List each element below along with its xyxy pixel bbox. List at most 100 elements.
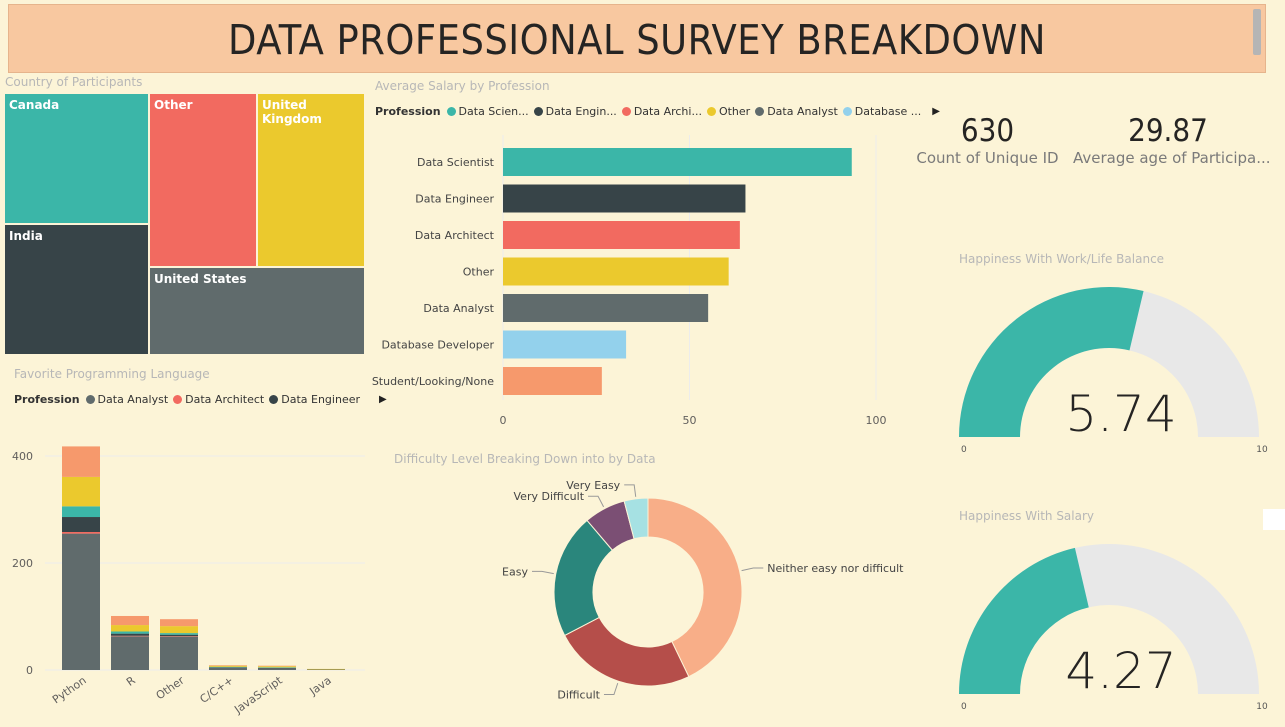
category-label: Database Developer <box>381 339 494 352</box>
legend-item[interactable]: Data Engineer <box>269 393 360 406</box>
treemap-cell-other[interactable]: Other <box>149 93 257 267</box>
salary-legend: Profession Data Scien... Data Engin... D… <box>375 105 940 118</box>
stacked-bar-segment[interactable] <box>62 506 100 518</box>
salary-bar[interactable] <box>503 184 746 213</box>
stacked-bar-segment[interactable] <box>258 666 296 668</box>
stacked-bar-segment[interactable] <box>258 667 296 668</box>
treemap-label: Canada <box>9 98 60 112</box>
stacked-bar-segment[interactable] <box>209 665 247 666</box>
difficulty-donut-chart: Neither easy nor difficult Difficult Easy V… <box>502 479 904 702</box>
stacked-bar-segment[interactable] <box>160 619 198 627</box>
language-stacked-bar-chart: 0 200 400 Python R Other C/C++JavaScript Java <box>12 446 365 717</box>
legend-dot <box>621 107 631 116</box>
stacked-bar-segment[interactable] <box>209 665 247 667</box>
stacked-bar-segment[interactable] <box>160 636 198 637</box>
stacked-bar-segment[interactable] <box>111 635 149 637</box>
y-tick-label: 400 <box>12 450 33 463</box>
salary-bar[interactable] <box>503 294 709 322</box>
legend-dot <box>755 107 765 116</box>
treemap-label: India <box>9 229 43 243</box>
stacked-bar-segment[interactable] <box>307 668 345 670</box>
legend-item[interactable]: Database ... <box>842 105 921 118</box>
slice-label: Very Difficult <box>514 490 585 503</box>
legend-item[interactable]: Data Engin... <box>533 105 617 118</box>
legend-label: Other <box>718 105 751 118</box>
kpi-label: Count of Unique ID <box>916 149 1059 167</box>
stacked-bar-segment[interactable] <box>62 476 100 507</box>
treemap-label: United Kingdom <box>262 98 322 126</box>
salary-bar[interactable] <box>503 330 627 359</box>
legend-dot <box>842 107 852 116</box>
leader-line <box>531 570 554 575</box>
donut-slice[interactable] <box>563 616 690 687</box>
stacked-bar-segment[interactable] <box>62 533 100 670</box>
salary-bar[interactable] <box>503 367 602 395</box>
legend-item[interactable]: Data Scien... <box>446 105 529 118</box>
legend-item[interactable]: Data Architect <box>173 393 264 406</box>
treemap-cell-united-states[interactable]: United States <box>149 267 365 355</box>
stacked-bar-segment[interactable] <box>258 665 296 667</box>
legend-heading: Profession <box>375 105 441 118</box>
gauge-max-label: 10 <box>1256 702 1268 712</box>
stacked-bar-segment[interactable] <box>62 532 100 534</box>
stacked-bar-segment[interactable] <box>258 667 296 669</box>
stacked-bar-segment[interactable] <box>111 636 149 670</box>
category-label: Student/Looking/None <box>372 375 494 388</box>
salary-bar[interactable] <box>503 148 852 176</box>
language-legend: Profession Data Analyst Data Architect D… <box>14 393 387 406</box>
scrollbar-thumb[interactable] <box>1253 9 1261 55</box>
legend-item[interactable]: Data Analyst <box>85 393 169 406</box>
stacked-bar-segment[interactable] <box>111 625 149 632</box>
treemap-cell-india[interactable]: India <box>4 224 149 355</box>
kpi-label: Average age of Participa... <box>1073 149 1271 167</box>
gauge-value: 4.27 <box>1065 642 1176 700</box>
salary-bar[interactable] <box>503 257 729 286</box>
treemap-cell-united-kingdom[interactable]: United Kingdom <box>257 93 365 267</box>
slice-label: Difficult <box>557 688 600 701</box>
gauge-min-label: 0 <box>961 702 967 712</box>
gauge-fill[interactable] <box>959 547 1089 694</box>
treemap-cell-canada[interactable]: Canada <box>4 93 149 224</box>
stacked-bar-segment[interactable] <box>111 615 149 626</box>
legend-label: Data Engineer <box>281 393 361 406</box>
difficulty-chart-title: Difficulty Level Breaking Down into by D… <box>394 452 656 466</box>
donut-slice[interactable] <box>647 497 743 678</box>
stacked-bar-segment[interactable] <box>62 517 100 532</box>
leader-line <box>588 495 605 508</box>
stacked-bar-segment[interactable] <box>160 636 198 670</box>
legend-next-arrow-icon[interactable]: ▶ <box>932 106 940 117</box>
salary-chart-title: Average Salary by Profession <box>375 79 550 93</box>
stacked-bar-segment[interactable] <box>209 667 247 668</box>
leader-line <box>624 484 637 497</box>
stacked-bar-segment[interactable] <box>209 667 247 670</box>
stacked-bar-segment[interactable] <box>209 666 247 668</box>
leader-line <box>603 682 619 695</box>
gauge-fill[interactable] <box>959 287 1144 437</box>
stacked-bar-segment[interactable] <box>111 631 149 634</box>
stacked-bar-segment[interactable] <box>62 446 100 477</box>
y-tick-label: 0 <box>26 664 33 677</box>
legend-label: Data Scien... <box>458 105 529 118</box>
legend-dot <box>269 395 279 404</box>
y-tick-label: 200 <box>12 557 33 570</box>
stacked-bar-segment[interactable] <box>160 634 198 637</box>
legend-item[interactable]: Data Archi... <box>621 105 702 118</box>
donut-slice[interactable] <box>623 497 649 540</box>
x-tick-label: 50 <box>683 414 697 427</box>
stacked-bar-segment[interactable] <box>307 669 345 670</box>
stacked-bar-segment[interactable] <box>160 626 198 634</box>
page-title: DATA PROFESSIONAL SURVEY BREAKDOWN <box>228 16 1046 64</box>
salary-bar[interactable] <box>503 221 740 249</box>
legend-dot <box>173 395 183 404</box>
legend-label: Data Analyst <box>97 393 169 406</box>
legend-heading: Profession <box>14 393 80 406</box>
legend-item[interactable]: Other <box>706 105 751 118</box>
stacked-bar-segment[interactable] <box>111 633 149 636</box>
legend-item[interactable]: Data Analyst <box>755 105 838 118</box>
legend-next-arrow-icon[interactable]: ▶ <box>379 394 387 405</box>
stacked-bar-segment[interactable] <box>258 668 296 670</box>
category-label: JavaScript <box>231 673 285 716</box>
stacked-bar-segment[interactable] <box>160 633 198 635</box>
legend-dot <box>85 395 95 404</box>
category-label: Data Analyst <box>423 302 494 315</box>
